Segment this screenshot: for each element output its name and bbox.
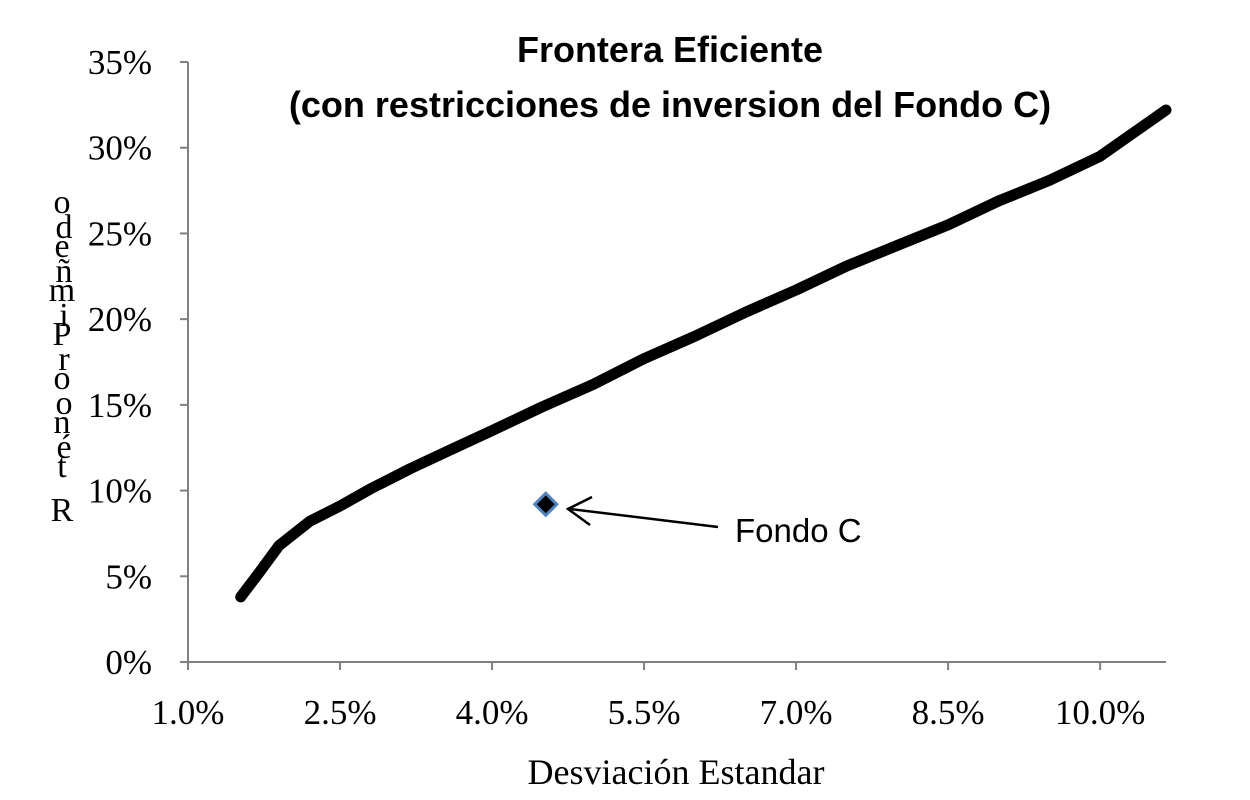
y-tick-label: 5% (105, 557, 152, 596)
fondo-c-point (532, 491, 559, 518)
x-tick-label: 2.5% (304, 693, 377, 732)
y-tick-label: 10% (88, 472, 152, 511)
y-tick-label: 35% (88, 43, 152, 82)
x-tick-label: 5.5% (608, 693, 681, 732)
y-axis-title-char: P (53, 316, 72, 353)
y-tick-label: 15% (88, 386, 152, 425)
y-tick-label: 25% (88, 214, 152, 253)
series-group (235, 104, 1172, 603)
y-axis-title-char: o (56, 385, 73, 422)
y-tick-label: 0% (105, 643, 152, 682)
y-axis-title-char: o (54, 360, 71, 397)
y-axis-title-char: n (54, 404, 71, 441)
frontier-line (235, 104, 1172, 603)
chart-subtitle: (con restricciones de inversion del Fond… (289, 84, 1051, 125)
y-axis-title-char: r (58, 341, 70, 378)
y-axis-title-char: ñ (56, 253, 73, 290)
x-axis-title: Desviación Estandar (528, 752, 825, 792)
x-tick-label: 10.0% (1055, 693, 1145, 732)
y-axis-title-char: é (56, 429, 71, 466)
x-tick-label: 1.0% (152, 693, 225, 732)
y-axis-ticks: 0% 5% 10% 15% 20% 25% 30% 35% (88, 43, 188, 682)
points-group (532, 491, 559, 518)
x-axis-ticks: 1.0% 2.5% 4.0% 5.5% 7.0% 8.5% 10.0% (152, 662, 1145, 732)
y-axis-title-char: d (56, 209, 73, 246)
x-tick-label: 7.0% (760, 693, 833, 732)
chart-title: Frontera Eficiente (517, 29, 823, 70)
y-axis-title-char: m (49, 272, 75, 309)
y-tick-label: 20% (88, 300, 152, 339)
y-axis-title-char: R (51, 492, 74, 529)
y-axis-title-char: e (54, 228, 69, 265)
x-tick-label: 4.0% (456, 693, 529, 732)
annotation-group: Fondo C (565, 495, 862, 549)
y-axis-title-char: t (57, 448, 67, 485)
annotation-label: Fondo C (735, 512, 862, 549)
x-tick-label: 8.5% (912, 693, 985, 732)
y-axis-title-char: o (54, 184, 71, 221)
y-axis-title-char: i (59, 297, 68, 334)
y-tick-label: 30% (88, 129, 152, 168)
annotation-arrowhead-icon (565, 495, 593, 527)
annotation-arrow (569, 507, 719, 529)
